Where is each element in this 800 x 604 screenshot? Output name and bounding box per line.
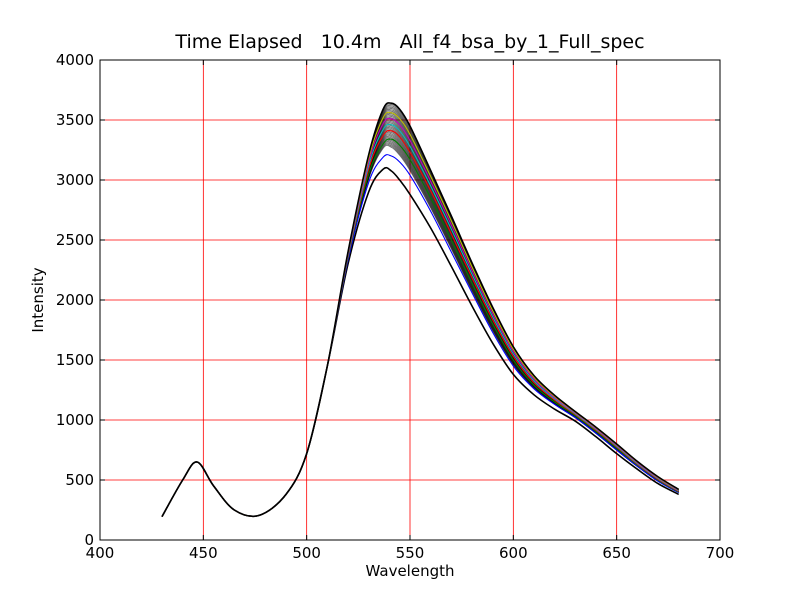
x-tick-label: 500 xyxy=(292,544,321,562)
series-line-1 xyxy=(161,154,679,517)
x-tick-label: 600 xyxy=(499,544,528,562)
series-line-interpolated xyxy=(161,142,679,517)
y-axis-label: Intensity xyxy=(29,267,47,332)
x-tick-label: 650 xyxy=(602,544,631,562)
y-tick-label: 3500 xyxy=(56,111,94,129)
series-line-interpolated xyxy=(161,143,679,517)
x-tick-label: 700 xyxy=(706,544,735,562)
series-line-interpolated xyxy=(161,140,679,517)
series-line-0 xyxy=(161,166,680,518)
series-line-interpolated xyxy=(161,144,679,517)
x-tick-label: 400 xyxy=(86,544,115,562)
y-tick-label: 0 xyxy=(84,531,94,549)
x-tick-label: 450 xyxy=(189,544,218,562)
chart-title: Time Elapsed 10.4m All_f4_bsa_by_1_Full_… xyxy=(174,31,644,53)
y-tick-label: 1500 xyxy=(56,351,94,369)
y-axis-tick-labels: 0 500 1000 1500 2000 2500 3000 3500 4000 xyxy=(56,51,94,549)
series-line-interpolated xyxy=(161,139,679,517)
y-tick-label: 2500 xyxy=(56,231,94,249)
y-tick-label: 1000 xyxy=(56,411,94,429)
series-line-interpolated xyxy=(161,133,679,517)
x-axis-label: Wavelength xyxy=(366,562,455,580)
series-lines xyxy=(161,102,680,518)
series-line-interpolated xyxy=(161,138,679,517)
x-tick-label: 550 xyxy=(396,544,425,562)
y-tick-label: 4000 xyxy=(56,51,94,69)
series-line-2 xyxy=(161,138,679,517)
y-tick-label: 500 xyxy=(65,471,94,489)
y-tick-label: 2000 xyxy=(56,291,94,309)
series-line-interpolated xyxy=(161,137,679,517)
grid-lines xyxy=(99,59,721,541)
axis-ticks xyxy=(99,59,721,541)
x-axis-tick-labels: 400 450 500 550 600 650 700 xyxy=(86,544,735,562)
series-line-interpolated xyxy=(161,131,679,517)
series-line-7 xyxy=(161,102,680,518)
y-tick-label: 3000 xyxy=(56,171,94,189)
